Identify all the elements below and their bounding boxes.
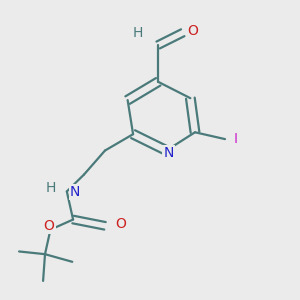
Text: O: O (188, 24, 199, 38)
Text: I: I (234, 132, 238, 146)
Text: O: O (44, 219, 55, 233)
Text: O: O (116, 218, 126, 232)
Text: H: H (133, 26, 143, 40)
Text: H: H (46, 181, 56, 195)
Text: N: N (70, 185, 80, 199)
Text: N: N (164, 146, 174, 160)
